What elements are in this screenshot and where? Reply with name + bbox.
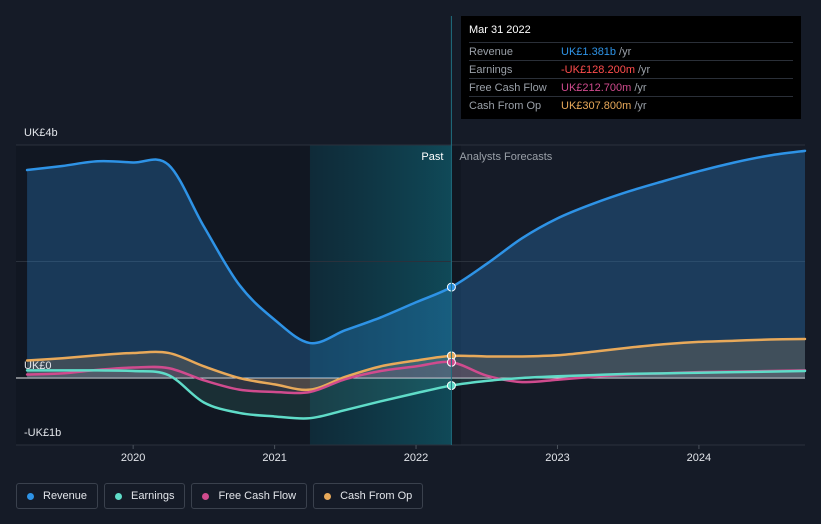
x-tick-label: 2020: [121, 452, 145, 464]
revenue-line: [25, 149, 807, 345]
earnings-area: [27, 370, 805, 419]
legend-label: Free Cash Flow: [218, 490, 297, 502]
tooltip-value: UK£1.381b: [561, 45, 617, 58]
tooltip-value: UK£212.700m: [561, 81, 632, 94]
series-lines: [25, 149, 807, 420]
y-tick-label: UK£4b: [24, 127, 58, 139]
tooltip-row-earnings: Earnings -UK£128.200m /yr: [469, 60, 793, 78]
past-label: Past: [421, 151, 443, 163]
legend-dot-icon: [202, 492, 210, 500]
y-axis-labels: UK£4b UK£0 -UK£1b: [24, 127, 61, 439]
tooltip: Mar 31 2022 Revenue UK£1.381b /yr Earnin…: [461, 16, 801, 119]
legend-dot-icon: [27, 492, 34, 500]
x-tick-label: 2022: [404, 452, 428, 464]
y-tick-label: UK£0: [24, 360, 52, 372]
tooltip-label: Revenue: [469, 45, 514, 58]
x-tick-label: 2024: [687, 452, 711, 464]
legend-item-free-cash-flow[interactable]: Free Cash Flow: [191, 483, 308, 509]
tooltip-label: Earnings: [469, 63, 513, 76]
x-tick-label: 2021: [262, 452, 286, 464]
tooltip-date: Mar 31 2022: [469, 24, 531, 36]
legend-label: Revenue: [43, 490, 88, 502]
cash-from-op-line: [25, 337, 807, 392]
x-axis-labels: 2020 2021 2022 2023 2024: [121, 445, 711, 464]
tooltip-unit: /yr: [634, 81, 647, 94]
tooltip-row-revenue: Revenue UK£1.381b /yr: [469, 42, 793, 60]
grid-lines: [16, 144, 805, 446]
tooltip-unit: /yr: [638, 63, 651, 76]
legend-label: Cash From Op: [340, 490, 413, 502]
earnings-line: [25, 369, 807, 420]
tooltip-row-free-cash-flow: Free Cash Flow UK£212.700m /yr: [469, 78, 793, 96]
revenue-area: [27, 150, 805, 378]
legend-label: Earnings: [131, 490, 175, 502]
tooltip-label: Free Cash Flow: [469, 81, 547, 94]
forecast-label: Analysts Forecasts: [459, 151, 552, 163]
legend-dot-icon: [324, 492, 332, 500]
x-tick-label: 2023: [545, 452, 569, 464]
legend-dot-icon: [115, 492, 123, 500]
legend-item-revenue[interactable]: Revenue: [16, 483, 99, 509]
tooltip-label: Cash From Op: [469, 99, 542, 112]
tooltip-value: UK£307.800m: [561, 99, 632, 112]
legend-item-cash-from-op[interactable]: Cash From Op: [313, 483, 424, 509]
legend: Revenue Earnings Free Cash Flow Cash Fro…: [16, 483, 424, 509]
cash-from-op-area: [27, 338, 805, 390]
tooltip-unit: /yr: [619, 45, 632, 58]
tooltip-row-cash-from-op: Cash From Op UK£307.800m /yr: [469, 96, 793, 114]
legend-item-earnings[interactable]: Earnings: [104, 483, 186, 509]
highlight-band: [309, 145, 452, 445]
tooltip-value: -UK£128.200m: [561, 63, 635, 76]
y-tick-label: -UK£1b: [24, 427, 61, 439]
tooltip-unit: /yr: [634, 99, 647, 112]
